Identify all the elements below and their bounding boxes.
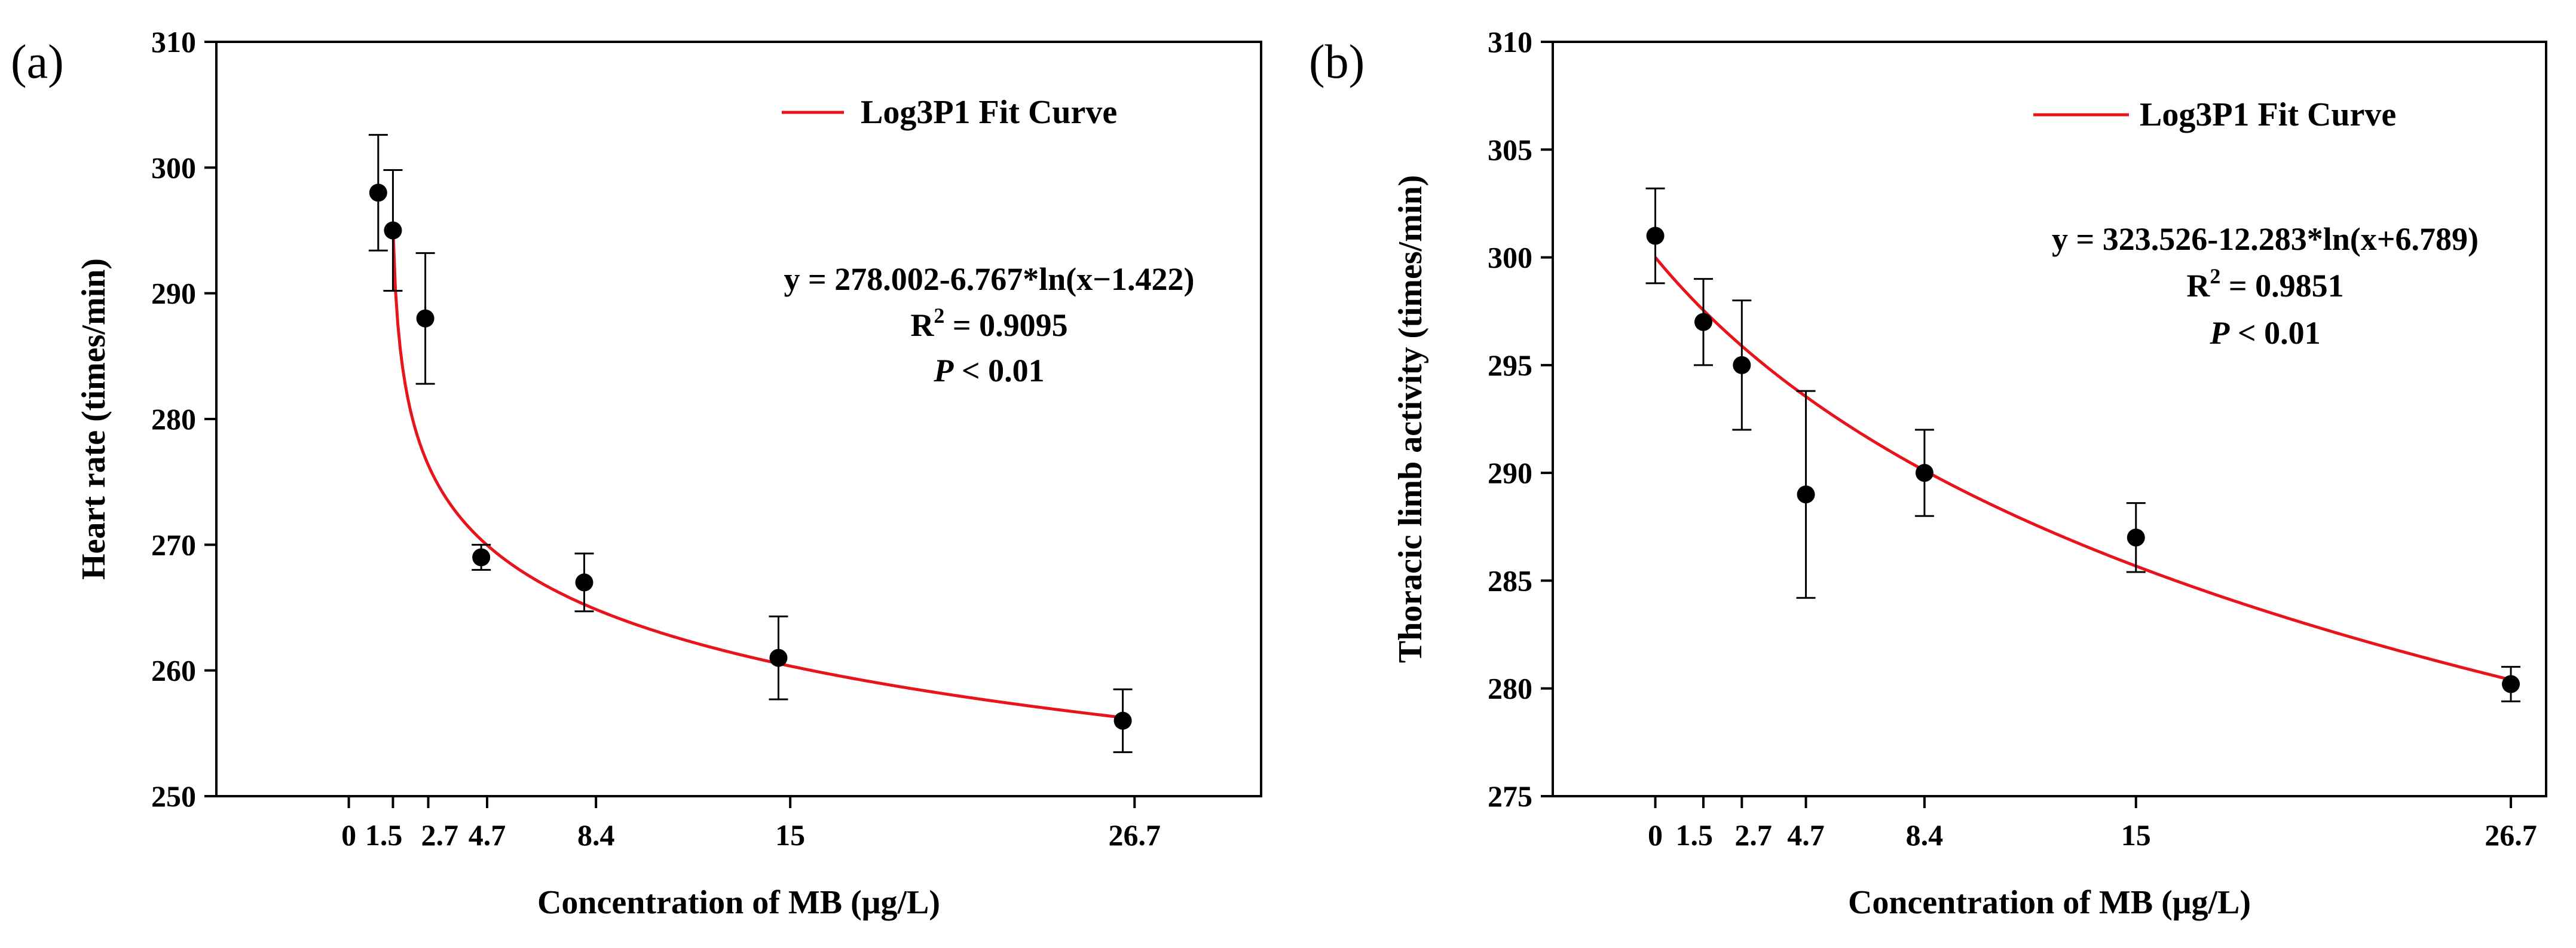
data-point xyxy=(2502,675,2520,693)
data-point xyxy=(369,184,387,202)
x-tick-label: 2.7 xyxy=(1734,818,1772,852)
r-squared-label: R xyxy=(910,307,934,343)
chart-panel-b: (b) 275 280 285 290 295 300 305 310 0 1.5 2.7 4.7 8.4… xyxy=(1309,25,2547,921)
fit-equation: y = 323.526-12.283*ln(x+6.789) xyxy=(2052,221,2479,257)
panel-label: (a) xyxy=(11,36,64,88)
y-tick-label: 310 xyxy=(151,25,196,59)
data-point xyxy=(1915,464,1933,482)
r-squared-annotation: R2 = 0.9095 xyxy=(910,304,1067,343)
y-tick-label: 310 xyxy=(1488,25,1532,59)
p-value-annotation: P < 0.01 xyxy=(2209,315,2320,351)
data-point xyxy=(416,309,435,328)
fit-curve xyxy=(1654,256,2511,681)
x-tick-label: 1.5 xyxy=(1675,818,1713,852)
chart-panel-a: (a) 250 260 270 280 290 300 310 0 1.5 2.7 4.7 8.4 15 2… xyxy=(11,25,1262,921)
p-label: P xyxy=(933,353,954,389)
x-tick-label: 15 xyxy=(2121,818,2151,852)
data-point xyxy=(384,221,402,240)
y-tick-label: 260 xyxy=(151,654,196,687)
data-point xyxy=(1694,313,1712,331)
y-axis-title: Thoracic limb activity (times/min) xyxy=(1392,175,1429,663)
x-axis-title: Concentration of MB (μg/L) xyxy=(1848,884,2251,921)
y-axis-title: Heart rate (times/min) xyxy=(75,258,112,580)
data-point xyxy=(472,548,491,567)
p-value: < 0.01 xyxy=(953,353,1044,389)
x-tick-label: 0 xyxy=(341,818,356,852)
y-tick-label: 285 xyxy=(1488,564,1532,597)
y-tick-label: 280 xyxy=(1488,672,1532,705)
y-tick-label: 295 xyxy=(1488,348,1532,382)
legend-label: Log3P1 Fit Curve xyxy=(861,94,1117,131)
data-point xyxy=(1733,356,1751,374)
x-tick-label: 26.7 xyxy=(1109,818,1161,852)
y-tick-label: 280 xyxy=(151,402,196,436)
r-squared-label: R xyxy=(2186,268,2210,304)
data-point xyxy=(575,573,593,592)
x-axis-title: Concentration of MB (μg/L) xyxy=(537,884,940,921)
y-tick-label: 305 xyxy=(1488,133,1532,166)
data-point xyxy=(2127,528,2145,547)
y-tick-label: 300 xyxy=(151,151,196,184)
data-point xyxy=(1797,485,1815,504)
x-tick-label: 0 xyxy=(1648,818,1663,852)
r-squared-annotation: R2 = 0.9851 xyxy=(2186,264,2344,304)
data-point xyxy=(769,649,788,667)
legend-label: Log3P1 Fit Curve xyxy=(2140,96,2396,133)
x-tick-label: 15 xyxy=(775,818,805,852)
r-squared-value: = 0.9851 xyxy=(2220,268,2344,304)
x-tick-label: 8.4 xyxy=(577,818,615,852)
p-value: < 0.01 xyxy=(2229,315,2320,351)
y-tick-label: 290 xyxy=(1488,456,1532,490)
x-tick-label: 4.7 xyxy=(1787,818,1825,852)
x-tick-label: 26.7 xyxy=(2485,818,2537,852)
x-tick-label: 2.7 xyxy=(421,818,459,852)
r-squared-superscript: 2 xyxy=(934,304,944,328)
x-tick-label: 8.4 xyxy=(1906,818,1944,852)
p-value-annotation: P < 0.01 xyxy=(933,353,1044,389)
r-squared-value: = 0.9095 xyxy=(944,307,1067,343)
y-tick-label: 300 xyxy=(1488,241,1532,274)
y-tick-label: 290 xyxy=(151,277,196,310)
data-point xyxy=(1113,711,1132,730)
p-label: P xyxy=(2209,315,2230,351)
fit-equation: y = 278.002-6.767*ln(x−1.422) xyxy=(784,261,1194,297)
x-tick-label: 4.7 xyxy=(469,818,506,852)
panel-label: (b) xyxy=(1309,36,1365,88)
x-tick-label: 1.5 xyxy=(365,818,403,852)
y-tick-label: 270 xyxy=(151,528,196,561)
fit-curve xyxy=(391,227,1123,719)
y-tick-label: 275 xyxy=(1488,779,1532,813)
plot-frame xyxy=(1552,41,2547,797)
y-tick-label: 250 xyxy=(151,779,196,813)
data-point xyxy=(1646,227,1665,245)
plot-frame xyxy=(215,41,1262,797)
r-squared-superscript: 2 xyxy=(2210,264,2220,288)
